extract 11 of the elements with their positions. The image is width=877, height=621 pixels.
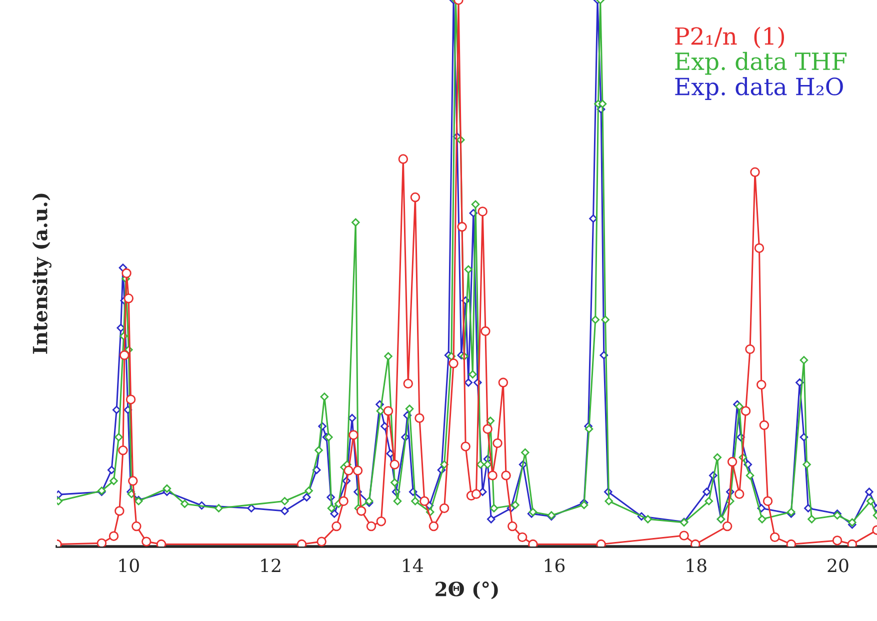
text: Exp. data THF <box>675 52 847 75</box>
text: P2₁/n (1) <box>675 26 784 48</box>
x-tick-label: 18 <box>686 558 706 572</box>
x-tick-label: 20 <box>828 558 848 572</box>
text: Exp. data H₂O <box>675 77 843 100</box>
y-axis-title: Intensity (a.u.) <box>32 194 52 354</box>
x-tick-label: 14 <box>403 558 423 572</box>
x-tick-label: 12 <box>261 558 280 572</box>
x-tick-label: 10 <box>119 558 139 572</box>
x-tick-label: 16 <box>544 558 565 572</box>
x-axis-title: 2Θ (°) <box>436 581 498 600</box>
